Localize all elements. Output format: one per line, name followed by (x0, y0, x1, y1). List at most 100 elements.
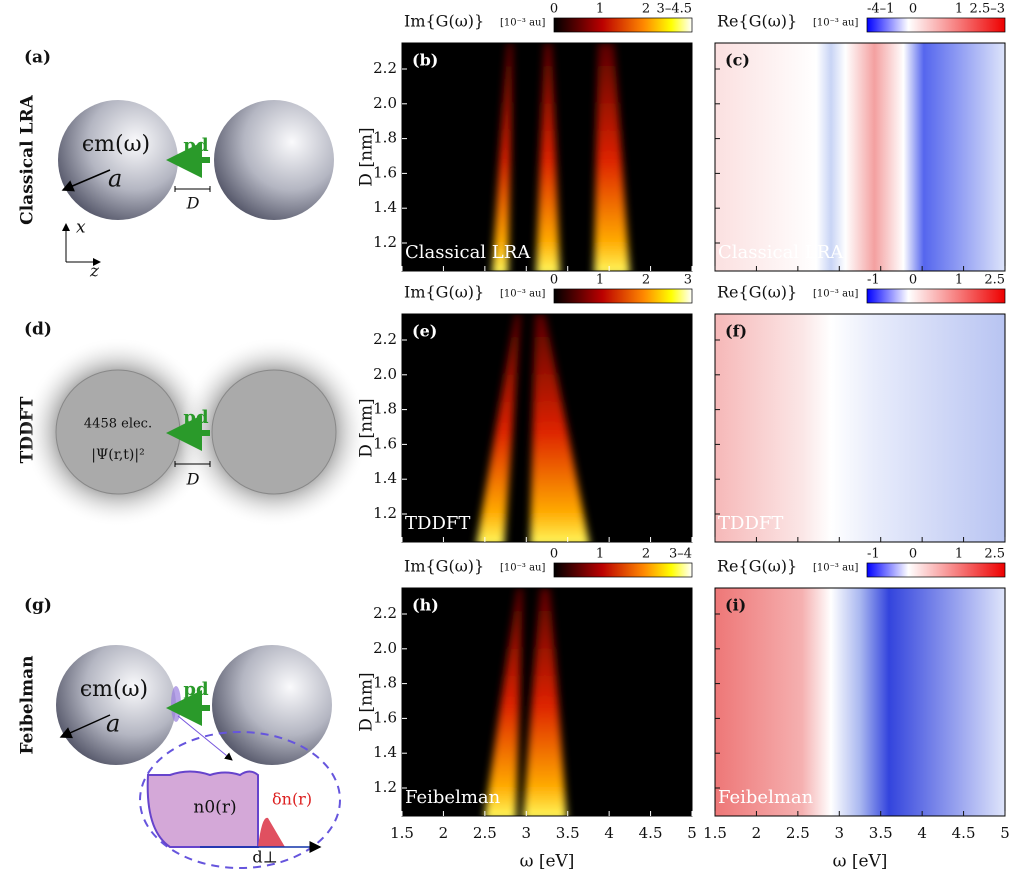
y-tick-label: 1.8 (373, 129, 397, 147)
dipole: pd (183, 679, 209, 700)
sphere (212, 645, 332, 765)
colorbar (867, 289, 1005, 303)
x-tick-label: 4.5 (639, 824, 663, 842)
density: n0(r) (193, 798, 236, 818)
y-tick-label: 2.0 (373, 94, 397, 112)
dipole: pd (183, 407, 209, 428)
method-inset: Feibelman (718, 787, 814, 808)
panel-label: (c) (725, 51, 750, 70)
x-tick-label: 4 (917, 824, 927, 842)
colorbar-tick-label: 0 (909, 2, 917, 17)
colorbar-tick-label: 0 (909, 547, 917, 562)
gap: D (186, 470, 200, 489)
diagram-feibelman: (g) Feibelman ϵm(ω) a pd n0(r) δn(r) d⊥ (18, 596, 341, 869)
y-tick-label: 2.0 (373, 639, 397, 657)
y-tick-label: 1.8 (373, 674, 397, 692)
gap-bar (175, 186, 210, 192)
x-axis-label: ω [eV] (520, 852, 575, 872)
panel-label: (e) (412, 322, 437, 341)
epsilon: ϵm(ω) (82, 132, 150, 157)
colorbar-title: Im{G(ω)} (404, 557, 484, 576)
colorbar-tick-label: 1 (596, 547, 604, 562)
panel-label: (a) (24, 48, 51, 68)
colorbar-tick-label: 0 (550, 273, 558, 288)
panel-label: (f) (725, 322, 747, 341)
heatmap-bg (715, 43, 1005, 271)
diagram-tddft: (d) TDDFT 4458 elec. |Ψ(r,t)|² pd D (18, 320, 370, 528)
panel-label: (d) (24, 320, 52, 340)
dipole: pd (183, 135, 209, 156)
colorbar-tick-label: 1 (596, 273, 604, 288)
colorbar-tick-label: 2.5 (984, 273, 1005, 288)
method-inset: Classical LRA (405, 242, 531, 263)
y-axis-label: D [nm] (357, 127, 377, 186)
colorbar-unit: [10⁻³ au] (813, 18, 858, 29)
colorbar-unit: [10⁻³ au] (813, 563, 858, 574)
colorbar-tick-label: 0 (550, 547, 558, 562)
heatmap-panel: (f) TDDFT Re{G(ω)} [10⁻³ au] -1 0 1 2.5 (715, 273, 1005, 543)
x-tick-label: 2 (439, 824, 449, 842)
heatmap-bg (715, 588, 1005, 816)
panel-label: (i) (725, 596, 746, 615)
colorbar-tick-label: 1 (955, 547, 963, 562)
y-axis-label: D [nm] (357, 672, 377, 731)
x-tick-label: 1.5 (703, 824, 727, 842)
diagram-classical: (a) Classical LRA ϵm(ω) a pd D x z (18, 48, 335, 282)
colorbar-tick-label: -4–1 (867, 2, 894, 17)
colorbar-tick-label: 1 (955, 2, 963, 17)
sphere (58, 100, 178, 220)
y-tick-label: 1.2 (373, 778, 397, 796)
colorbar-tick-label: 2 (642, 547, 650, 562)
colorbar-tick-label: 1 (955, 273, 963, 288)
x-tick-label: 3.5 (869, 824, 893, 842)
colorbar-tick-label: 3–4.5 (657, 2, 692, 17)
colorbar-title: Re{G(ω)} (717, 283, 797, 302)
heatmap-bg (715, 314, 1005, 542)
x-tick-label: 3 (835, 824, 845, 842)
radius: a (106, 710, 120, 738)
epsilon: ϵm(ω) (80, 677, 148, 702)
x-tick-label: 3 (522, 824, 532, 842)
colorbar-unit: [10⁻³ au] (813, 289, 858, 300)
colorbar-title: Im{G(ω)} (404, 12, 484, 31)
x-tick-label: 4.5 (952, 824, 976, 842)
y-tick-label: 1.2 (373, 233, 397, 251)
y-tick-label: 2.2 (373, 330, 397, 348)
y-axis-label: D [nm] (357, 398, 377, 457)
colorbar-tick-label: 0 (550, 2, 558, 17)
colorbar-tick-label: 0 (909, 273, 917, 288)
y-tick-label: 1.8 (373, 400, 397, 418)
electrons: 4458 elec. (84, 417, 152, 432)
x-tick-label: 2.5 (786, 824, 810, 842)
colorbar-tick-label: -1 (867, 273, 880, 288)
y-tick-label: 1.6 (373, 434, 397, 452)
x-tick-label: 5 (1000, 824, 1010, 842)
y-tick-label: 1.4 (373, 198, 397, 216)
induced-density-label: δn(r) (272, 790, 312, 809)
method-inset: TDDFT (718, 513, 783, 534)
colorbar-unit: [10⁻³ au] (500, 563, 545, 574)
centroid: d⊥ (252, 848, 277, 867)
panel-label: (g) (24, 596, 52, 616)
colorbar-title: Re{G(ω)} (717, 12, 797, 31)
radius: a (108, 165, 122, 193)
colorbar (554, 18, 692, 32)
panel-label: (h) (412, 596, 439, 615)
induced-density (258, 818, 285, 847)
axis-x: x (76, 218, 86, 238)
colorbar-tick-label: 2.5–3 (970, 2, 1005, 17)
colorbar-tick-label: 2.5 (984, 547, 1005, 562)
method-inset: Classical LRA (718, 242, 844, 263)
y-tick-label: 1.2 (373, 504, 397, 522)
colorbar-unit: [10⁻³ au] (500, 289, 545, 300)
x-tick-label: 3.5 (556, 824, 580, 842)
colorbar (554, 289, 692, 303)
gap: D (186, 194, 200, 213)
x-tick-label: 2.5 (473, 824, 497, 842)
sphere (56, 370, 180, 494)
axis-z: z (89, 262, 100, 282)
row-label: Classical LRA (18, 94, 38, 224)
